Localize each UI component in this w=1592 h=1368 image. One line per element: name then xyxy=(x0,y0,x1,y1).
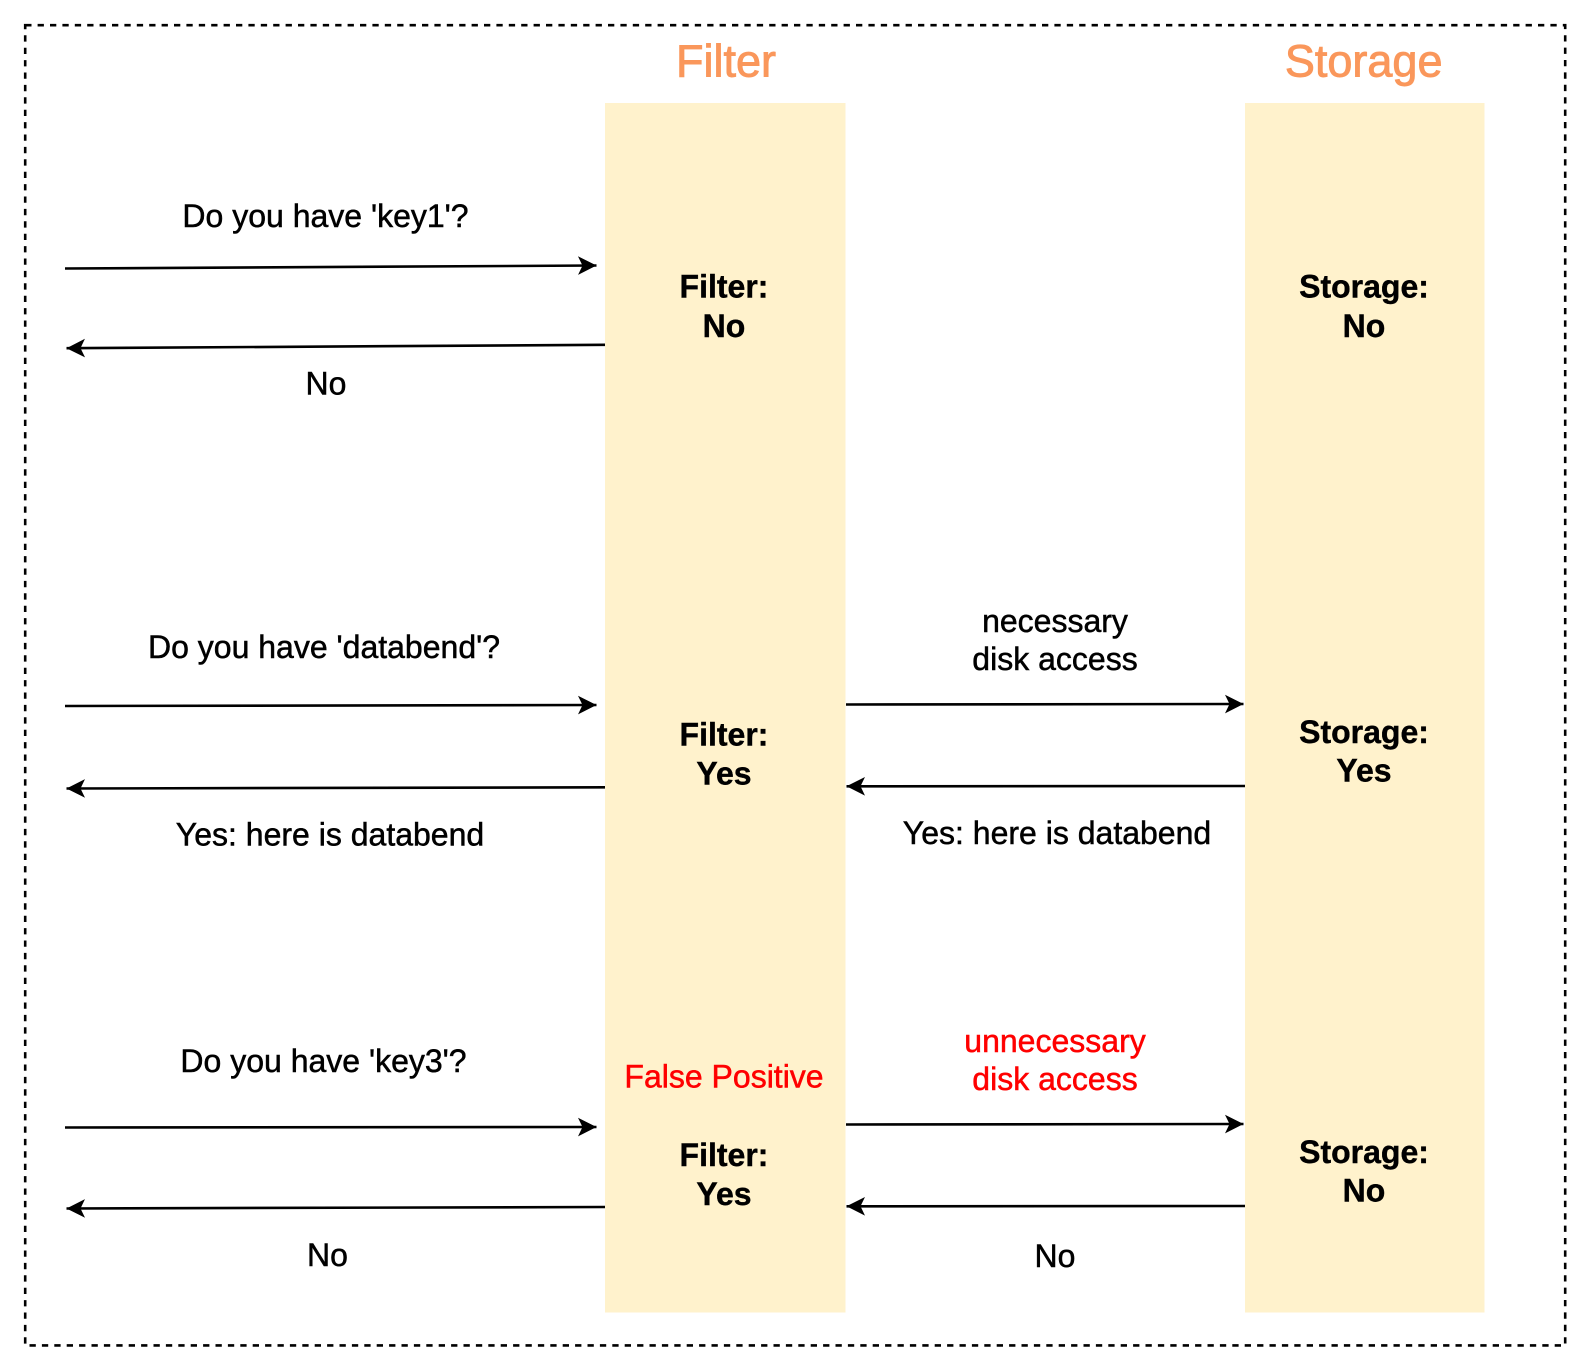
svg-text:No: No xyxy=(703,308,746,344)
svg-text:Storage:: Storage: xyxy=(1299,1134,1429,1170)
svg-text:Yes: here is databend: Yes: here is databend xyxy=(176,817,484,853)
svg-text:Storage:: Storage: xyxy=(1299,714,1429,750)
svg-text:No: No xyxy=(1343,308,1386,344)
svg-text:Storage: Storage xyxy=(1285,36,1443,87)
svg-text:necessary: necessary xyxy=(982,603,1128,639)
svg-text:No: No xyxy=(1035,1238,1076,1274)
svg-text:Filter:: Filter: xyxy=(680,269,769,305)
svg-text:Yes: Yes xyxy=(696,1176,751,1212)
svg-text:disk access: disk access xyxy=(972,1061,1137,1097)
svg-text:Do you have 'key3'?: Do you have 'key3'? xyxy=(180,1043,466,1079)
svg-text:unnecessary: unnecessary xyxy=(964,1023,1145,1059)
svg-text:No: No xyxy=(306,366,347,402)
svg-text:No: No xyxy=(1343,1173,1386,1209)
svg-text:Filter: Filter xyxy=(676,36,776,87)
svg-text:Yes: Yes xyxy=(1336,753,1391,789)
svg-text:No: No xyxy=(307,1237,348,1273)
svg-text:Do you have 'databend'?: Do you have 'databend'? xyxy=(148,629,500,665)
svg-text:disk access: disk access xyxy=(972,641,1137,677)
svg-text:Filter:: Filter: xyxy=(680,717,769,753)
svg-text:Filter:: Filter: xyxy=(680,1137,769,1173)
svg-text:Do you have 'key1'?: Do you have 'key1'? xyxy=(182,198,468,234)
svg-text:Yes: here is databend: Yes: here is databend xyxy=(903,815,1211,851)
svg-text:Storage:: Storage: xyxy=(1299,269,1429,305)
svg-text:False Positive: False Positive xyxy=(624,1059,823,1095)
svg-text:Yes: Yes xyxy=(696,756,751,792)
